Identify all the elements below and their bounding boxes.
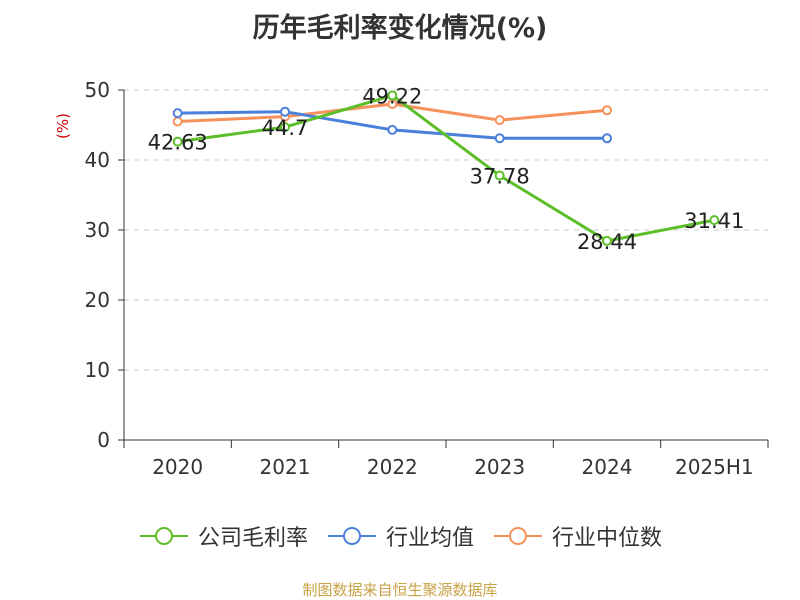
- data-label: 49.22: [362, 84, 422, 108]
- y-axis-label: (%): [54, 113, 72, 139]
- chart-canvas: 0 10 20 30 40 50 2020 2021 2022 2023 2024 2025H1 42…: [54, 78, 769, 479]
- y-tick-label: 20: [85, 288, 110, 312]
- data-point: [280, 106, 290, 117]
- grid-lines: [124, 89, 768, 371]
- data-point: [709, 215, 720, 226]
- data-point: [494, 133, 505, 144]
- chart-title: 历年毛利率变化情况(%): [252, 13, 548, 44]
- x-tick-label: 2023: [474, 455, 525, 479]
- legend-item[interactable]: 公司毛利率: [138, 520, 308, 552]
- legend-label: 公司毛利率: [197, 526, 308, 551]
- x-tick-label: 2020: [152, 455, 203, 479]
- source-note: 制图数据来自恒生聚源数据库: [302, 581, 498, 599]
- data-point: [602, 105, 612, 116]
- data-point: [602, 133, 612, 144]
- legend-swatch: [327, 527, 376, 545]
- data-point: [494, 115, 505, 126]
- y-tick-label: 0: [97, 428, 110, 452]
- data-label: 44.7: [262, 116, 309, 140]
- axes: 0 10 20 30 40 50 2020 2021 2022 2023 2024 2025H1: [85, 78, 769, 479]
- data-label: 37.78: [470, 165, 530, 189]
- data-point: [387, 124, 398, 135]
- data-label: 31.41: [684, 209, 744, 233]
- data-label: 42.63: [148, 131, 208, 155]
- data-point: [602, 235, 612, 246]
- data-point: [172, 116, 183, 127]
- legend-item[interactable]: 行业中位数: [492, 520, 662, 552]
- legend: 公司毛利率 行业均值 行业中位数: [0, 520, 800, 552]
- data-point: [494, 170, 505, 181]
- legend-label: 行业均值: [385, 526, 474, 551]
- data-point: [172, 108, 183, 119]
- x-tick-label: 2025H1: [675, 455, 754, 479]
- series-line: [177, 93, 715, 243]
- legend-swatch: [494, 527, 542, 545]
- series-lines: [172, 90, 720, 246]
- data-labels: 42.63 44.7 49.22 37.78 28.44 31.41: [148, 84, 745, 253]
- y-tick-label: 50: [85, 78, 110, 102]
- y-tick-label: 30: [85, 218, 110, 242]
- x-tick-label: 2024: [582, 455, 633, 479]
- x-tick-label: 2021: [260, 455, 311, 479]
- legend-label: 行业中位数: [552, 526, 663, 551]
- data-point: [172, 136, 183, 147]
- legend-item[interactable]: 行业均值: [326, 520, 474, 552]
- y-tick-label: 40: [85, 148, 110, 172]
- data-label: 28.44: [577, 230, 637, 254]
- data-point: [387, 90, 398, 101]
- x-tick-label: 2022: [367, 455, 418, 479]
- data-point: [280, 122, 290, 133]
- legend-swatch: [139, 527, 188, 545]
- y-tick-label: 10: [85, 358, 110, 382]
